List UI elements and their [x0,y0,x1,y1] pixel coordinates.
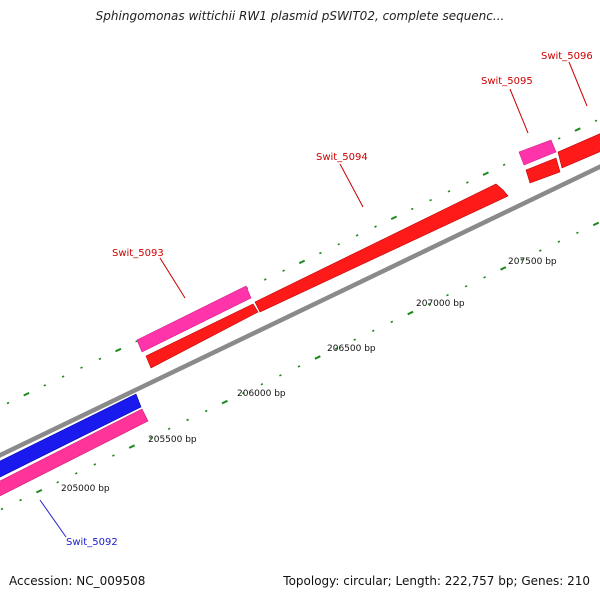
minor-tick [429,198,432,202]
minor-tick [502,163,506,167]
minor-tick [98,357,102,361]
major-tick [115,347,122,353]
minor-tick [557,137,561,140]
ruler-label-206500: 206500 bp [327,344,376,354]
gene-label-swit-5092[interactable]: Swit_5092 [39,499,118,548]
minor-tick [353,338,357,341]
minor-tick [464,285,468,288]
minor-tick [334,347,338,350]
major-tick [482,171,489,176]
major-tick [128,444,136,449]
minor-tick [282,269,285,272]
minor-tick [43,384,47,387]
minor-tick [355,234,359,237]
minor-tick [149,436,152,439]
forward-cds-bar [525,157,561,184]
ruler-label-206000: 206000 bp [237,389,286,399]
leader-line [159,257,186,299]
gene-label-swit-5096[interactable]: Swit_5096 [541,51,593,107]
major-tick [298,259,306,265]
minor-tick [483,276,486,279]
minor-tick [538,249,542,252]
major-tick [390,215,398,221]
minor-tick [93,463,97,466]
minor-tick [557,240,561,243]
gene-feature-swit-5095[interactable] [518,139,561,184]
minor-tick [337,243,341,246]
major-tick [221,399,228,405]
minor-tick [19,498,22,502]
minor-tick [204,409,208,413]
gene-label-swit-5095[interactable]: Swit_5095 [481,76,533,134]
major-tick [314,355,321,360]
reverse-gene-bar [0,408,149,497]
minor-tick [61,375,65,378]
minor-tick [576,231,579,235]
minor-tick [410,207,414,211]
leader-line [509,88,529,134]
major-tick [407,310,414,316]
minor-tick [371,329,375,333]
gene-feature-swit-5096[interactable] [557,132,600,169]
gene-label-swit-5093[interactable]: Swit_5093 [112,248,186,299]
minor-tick [241,391,245,395]
gene-label-swit-5094[interactable]: Swit_5094 [316,152,368,208]
minor-tick [56,481,60,484]
minor-tick [112,454,115,457]
minor-tick [520,258,524,261]
major-tick [23,391,30,397]
leader-line [39,499,67,538]
gene-label-text: Swit_5093 [112,248,164,259]
minor-tick [390,320,394,324]
leader-line [339,163,364,208]
minor-tick [80,366,83,369]
forward-cds-bar [557,133,600,169]
gene-feature-swit-5092[interactable] [0,393,149,498]
major-tick [574,127,581,132]
minor-tick [167,427,171,431]
minor-tick [263,278,267,281]
minor-tick [297,365,301,368]
map-title: Sphingomonas wittichii RW1 plasmid pSWIT… [95,9,505,23]
major-tick [35,488,43,494]
minor-tick [260,383,264,386]
forward-gene-bar [136,285,252,353]
minor-tick [6,401,10,405]
topology-summary: Topology: circular; Length: 222,757 bp; … [283,574,590,588]
minor-tick [446,293,449,297]
gene-label-text: Swit_5094 [316,152,368,163]
minor-tick [447,190,451,193]
minor-tick [186,418,189,422]
ruler-label-207500: 207500 bp [508,257,557,267]
gene-feature-swit-5093[interactable] [136,285,259,369]
minor-tick [74,472,78,475]
inner-tick-ring [0,221,600,511]
ruler-label-205000: 205000 bp [61,484,110,494]
major-tick [500,266,507,271]
minor-tick [594,119,598,122]
minor-tick [0,507,4,511]
gene-label-text: Swit_5096 [541,51,593,62]
forward-gene-bar [518,139,557,166]
accession-text: Accession: NC_009508 [9,574,146,588]
plasmid-backbone [0,164,600,458]
minor-tick [319,251,322,255]
gene-label-text: Swit_5092 [66,537,118,548]
minor-tick [466,181,469,184]
ruler-label-207000: 207000 bp [416,299,465,309]
forward-cds-bar [254,183,509,313]
reverse-cds-bar [0,393,142,478]
gene-feature-swit-5094[interactable] [254,183,509,313]
minor-tick [374,225,377,228]
forward-cds-bar [145,303,259,369]
ruler-label-205500: 205500 bp [148,435,197,445]
leader-line [568,61,588,107]
minor-tick [279,374,282,377]
major-tick [592,221,600,227]
gene-label-text: Swit_5095 [481,76,533,87]
minor-tick [427,302,431,306]
